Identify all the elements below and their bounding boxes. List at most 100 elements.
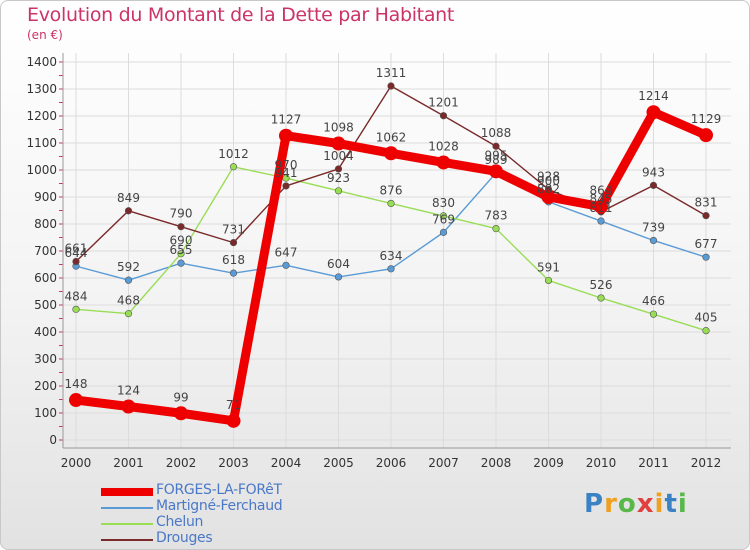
data-point-drouges <box>649 181 658 189</box>
data-point-forges-la-for-t <box>594 199 608 214</box>
data-label-forges-la-for-t: 1028 <box>428 139 459 153</box>
data-label-chelun: 923 <box>327 171 350 185</box>
data-label-drouges: 928 <box>537 169 560 183</box>
data-label-chelun: 1012 <box>218 147 249 161</box>
proxiti-logo: Proxiti <box>584 489 688 519</box>
data-label-martign-ferchaud: 604 <box>327 257 350 271</box>
data-label-drouges: 845 <box>590 192 613 206</box>
data-point-forges-la-for-t <box>174 406 188 421</box>
data-point-drouges <box>439 112 448 120</box>
data-label-chelun: 783 <box>485 209 508 223</box>
x-tick-label: 2011 <box>638 456 669 470</box>
data-point-martign-ferchaud <box>334 273 343 281</box>
x-tick-label: 2012 <box>691 456 722 470</box>
data-label-forges-la-for-t: 1098 <box>323 121 354 135</box>
data-point-martign-ferchaud <box>702 253 710 261</box>
data-point-martign-ferchaud <box>649 236 658 245</box>
y-tick-label: 900 <box>34 190 57 204</box>
y-tick-label: 400 <box>34 325 57 339</box>
y-tick-label: 1100 <box>26 136 57 150</box>
data-point-chelun <box>334 187 343 195</box>
data-label-chelun: 526 <box>590 278 613 292</box>
y-tick-label: 300 <box>34 352 57 366</box>
chart-title: Evolution du Montant de la Dette par Hab… <box>27 4 455 26</box>
data-label-forges-la-for-t: 995 <box>485 148 508 162</box>
data-label-martign-ferchaud: 677 <box>695 237 718 251</box>
data-label-chelun: 466 <box>642 294 665 308</box>
data-point-chelun <box>544 276 553 285</box>
data-point-chelun <box>597 294 605 302</box>
data-point-drouges <box>282 182 290 190</box>
x-tick-label: 2002 <box>166 456 197 470</box>
data-label-martign-ferchaud: 655 <box>170 243 193 257</box>
data-point-drouges <box>387 82 395 90</box>
data-label-martign-ferchaud: 634 <box>380 249 403 263</box>
x-tick-label: 2004 <box>271 456 302 470</box>
data-label-forges-la-for-t: 864 <box>590 184 613 198</box>
x-tick-label: 2000 <box>61 456 92 470</box>
data-point-martign-ferchaud <box>229 269 238 277</box>
data-label-chelun: 484 <box>65 289 88 303</box>
data-point-chelun <box>124 310 133 318</box>
data-label-forges-la-for-t: 1062 <box>376 130 407 144</box>
data-label-martign-ferchaud: 618 <box>222 253 245 267</box>
data-point-drouges <box>229 239 238 247</box>
data-point-forges-la-for-t <box>226 413 241 428</box>
y-tick-label: 600 <box>34 271 57 285</box>
data-label-forges-la-for-t: 900 <box>537 174 560 188</box>
y-tick-label: 1300 <box>26 82 57 96</box>
data-point-forges-la-for-t <box>384 146 398 161</box>
data-label-chelun: 970 <box>275 158 298 172</box>
chart-unit: (en €) <box>27 28 63 42</box>
data-point-chelun <box>492 224 500 233</box>
data-point-martign-ferchaud <box>597 217 605 225</box>
data-point-chelun <box>72 305 80 313</box>
data-label-martign-ferchaud: 769 <box>432 212 455 226</box>
data-label-chelun: 830 <box>432 196 455 210</box>
y-tick-label: 700 <box>34 244 57 258</box>
data-label-chelun: 405 <box>695 311 718 325</box>
data-label-drouges: 943 <box>642 165 665 179</box>
data-label-martign-ferchaud: 592 <box>117 260 140 274</box>
x-tick-label: 2010 <box>586 456 617 470</box>
x-tick-label: 2001 <box>113 456 144 470</box>
y-tick-label: 1200 <box>26 109 57 123</box>
data-label-drouges: 831 <box>695 196 718 210</box>
data-label-martign-ferchaud: 882 <box>537 182 560 196</box>
data-point-forges-la-for-t <box>541 190 556 204</box>
data-label-forges-la-for-t: 71 <box>226 398 241 412</box>
data-point-drouges <box>334 165 343 173</box>
data-label-drouges: 1201 <box>428 96 459 110</box>
data-label-martign-ferchaud: 989 <box>485 153 508 167</box>
data-label-chelun: 468 <box>117 294 140 308</box>
data-point-forges-la-for-t <box>489 164 503 179</box>
data-label-drouges: 661 <box>65 242 88 256</box>
legend-swatch <box>101 507 153 509</box>
data-label-chelun: 876 <box>380 183 403 197</box>
data-label-forges-la-for-t: 124 <box>117 384 140 398</box>
data-label-forges-la-for-t: 1129 <box>691 112 722 126</box>
data-point-drouges <box>72 257 80 266</box>
x-tick-label: 2007 <box>428 456 459 470</box>
data-point-forges-la-for-t <box>69 393 83 408</box>
data-point-martign-ferchaud <box>124 276 133 284</box>
x-tick-label: 2003 <box>218 456 249 470</box>
x-tick-label: 2005 <box>323 456 354 470</box>
data-point-forges-la-for-t <box>279 128 293 143</box>
y-tick-label: 200 <box>34 379 57 393</box>
data-point-drouges <box>702 212 710 220</box>
data-point-chelun <box>439 212 448 220</box>
data-label-martign-ferchaud: 644 <box>65 246 88 260</box>
data-label-martign-ferchaud: 811 <box>590 201 613 215</box>
data-label-drouges: 731 <box>222 223 245 237</box>
data-label-forges-la-for-t: 1127 <box>271 113 302 127</box>
data-label-forges-la-for-t: 99 <box>173 390 188 404</box>
data-point-chelun <box>387 199 395 208</box>
data-label-martign-ferchaud: 739 <box>642 220 665 234</box>
legend-label: Drouges <box>156 530 213 546</box>
y-tick-label: 1000 <box>26 163 57 177</box>
data-label-drouges: 849 <box>117 191 140 205</box>
data-point-martign-ferchaud <box>439 228 448 236</box>
y-tick-label: 1400 <box>26 55 57 69</box>
